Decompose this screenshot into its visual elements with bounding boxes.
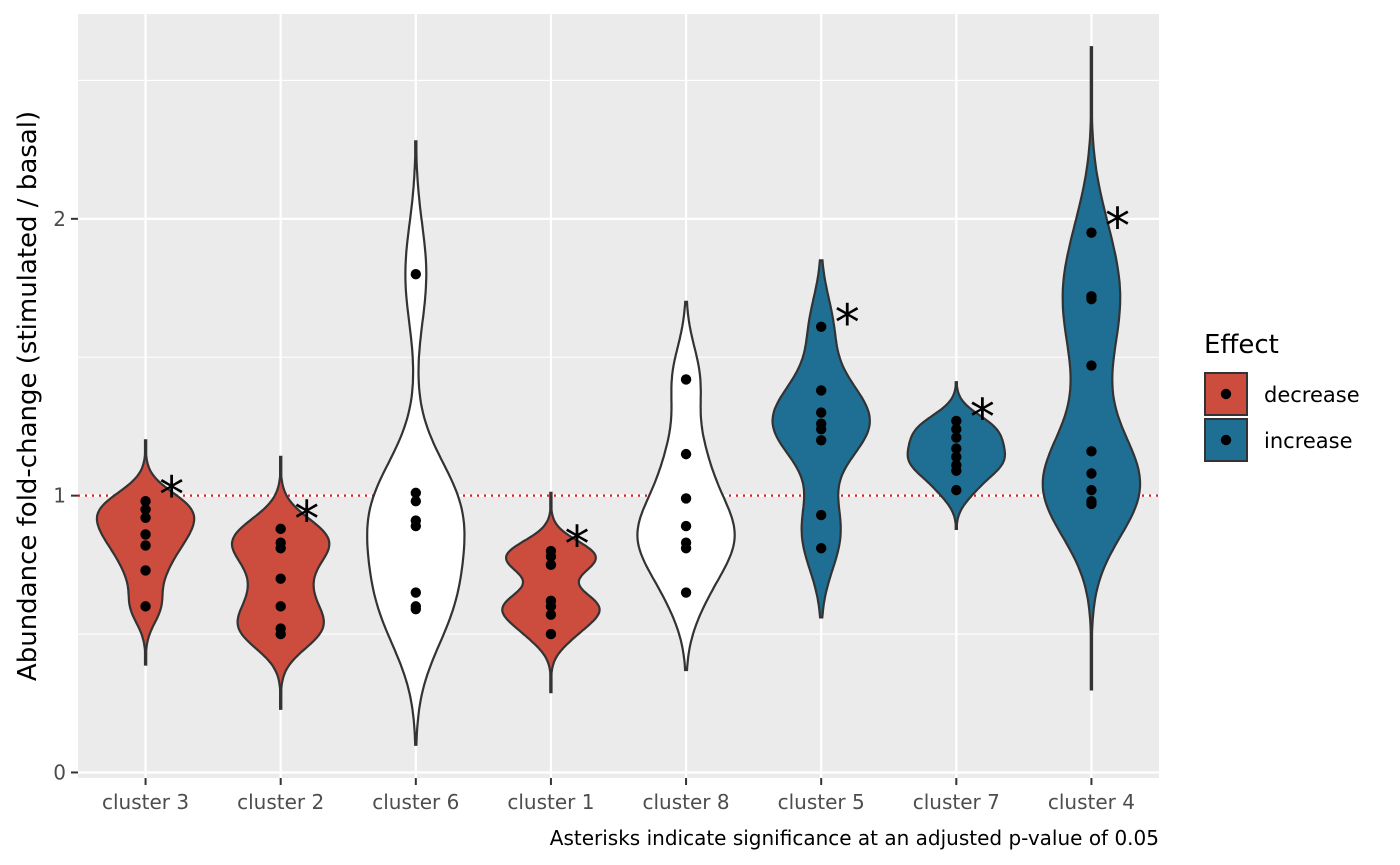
violin-cluster-6 — [366, 140, 466, 746]
data-point — [680, 448, 692, 460]
y-tick-label: 2 — [53, 207, 66, 231]
data-point — [275, 601, 286, 612]
data-point — [545, 609, 557, 620]
panel-background — [78, 14, 1159, 778]
data-point — [951, 424, 962, 435]
data-point — [815, 385, 827, 396]
data-point — [1086, 227, 1097, 238]
significance-star: * — [835, 294, 860, 352]
legend-label-decrease: decrease — [1264, 383, 1360, 407]
data-point — [545, 559, 557, 571]
data-points — [140, 227, 1097, 640]
data-point — [1086, 468, 1097, 479]
significance-star: * — [294, 491, 319, 549]
data-point — [680, 520, 692, 532]
data-point — [815, 509, 827, 521]
data-point — [815, 543, 827, 554]
data-point — [815, 407, 827, 418]
significance-star: * — [1105, 197, 1130, 255]
significance-star: * — [970, 388, 995, 446]
chart-caption: Asterisks indicate significance at an ad… — [550, 826, 1159, 850]
x-tick-label: cluster 2 — [237, 790, 324, 814]
violin-cluster-8 — [636, 300, 736, 672]
data-point — [140, 504, 151, 515]
x-tick-label: cluster 8 — [643, 790, 730, 814]
data-point — [275, 623, 286, 634]
x-tick-label: cluster 4 — [1048, 790, 1135, 814]
data-point — [140, 495, 151, 507]
data-point — [815, 418, 827, 429]
axes: 0 1 2 cluster 3 cluster 2 cluster 6 cluster 1 c… — [53, 207, 1135, 814]
violin-cluster-3 — [95, 439, 196, 666]
y-tick-label: 1 — [53, 484, 66, 508]
x-tick-label: cluster 3 — [102, 790, 189, 814]
data-point — [275, 523, 286, 535]
data-point — [951, 443, 962, 454]
data-point — [815, 435, 827, 446]
data-point — [951, 415, 962, 427]
data-point — [275, 573, 286, 584]
data-point — [410, 495, 422, 507]
data-point — [1086, 446, 1097, 457]
legend: Effect decrease increase — [1204, 330, 1360, 462]
legend-label-increase: increase — [1264, 429, 1353, 453]
data-point — [951, 460, 962, 471]
legend-title: Effect — [1204, 330, 1279, 360]
data-point — [410, 515, 422, 526]
data-point — [680, 493, 692, 504]
x-tick-label: cluster 5 — [778, 790, 865, 814]
legend-key-point — [1220, 434, 1232, 446]
data-point — [410, 601, 422, 612]
x-tick-label: cluster 7 — [913, 790, 1000, 814]
data-point — [680, 374, 692, 385]
data-point — [140, 565, 151, 576]
legend-key-point — [1220, 388, 1232, 400]
x-tick-label: cluster 6 — [372, 790, 459, 814]
data-point — [951, 451, 962, 463]
data-point — [545, 628, 557, 640]
data-point — [140, 540, 151, 551]
data-point — [410, 269, 422, 280]
data-point — [951, 432, 962, 443]
y-tick-label: 0 — [53, 760, 66, 784]
data-point — [545, 595, 557, 607]
violin-cluster-1 — [501, 491, 601, 694]
significance-star: * — [564, 516, 589, 574]
x-tick-label: cluster 1 — [507, 790, 594, 814]
data-point — [545, 545, 557, 557]
data-point — [680, 587, 692, 598]
significance-star: * — [159, 466, 184, 524]
data-point — [140, 512, 151, 523]
data-point — [815, 321, 827, 332]
data-point — [1086, 484, 1097, 496]
data-point — [951, 484, 962, 496]
data-point — [1086, 291, 1097, 302]
data-point — [275, 537, 286, 548]
data-point — [680, 537, 692, 548]
significance-stars: * * * * * * — [159, 197, 1130, 573]
data-point — [410, 587, 422, 598]
data-point — [1086, 495, 1097, 507]
data-point — [1086, 360, 1097, 371]
data-point — [140, 529, 151, 540]
data-point — [410, 487, 422, 499]
data-point — [140, 601, 151, 612]
y-axis-title: Abundance fold-change (stimulated / basa… — [13, 111, 43, 681]
